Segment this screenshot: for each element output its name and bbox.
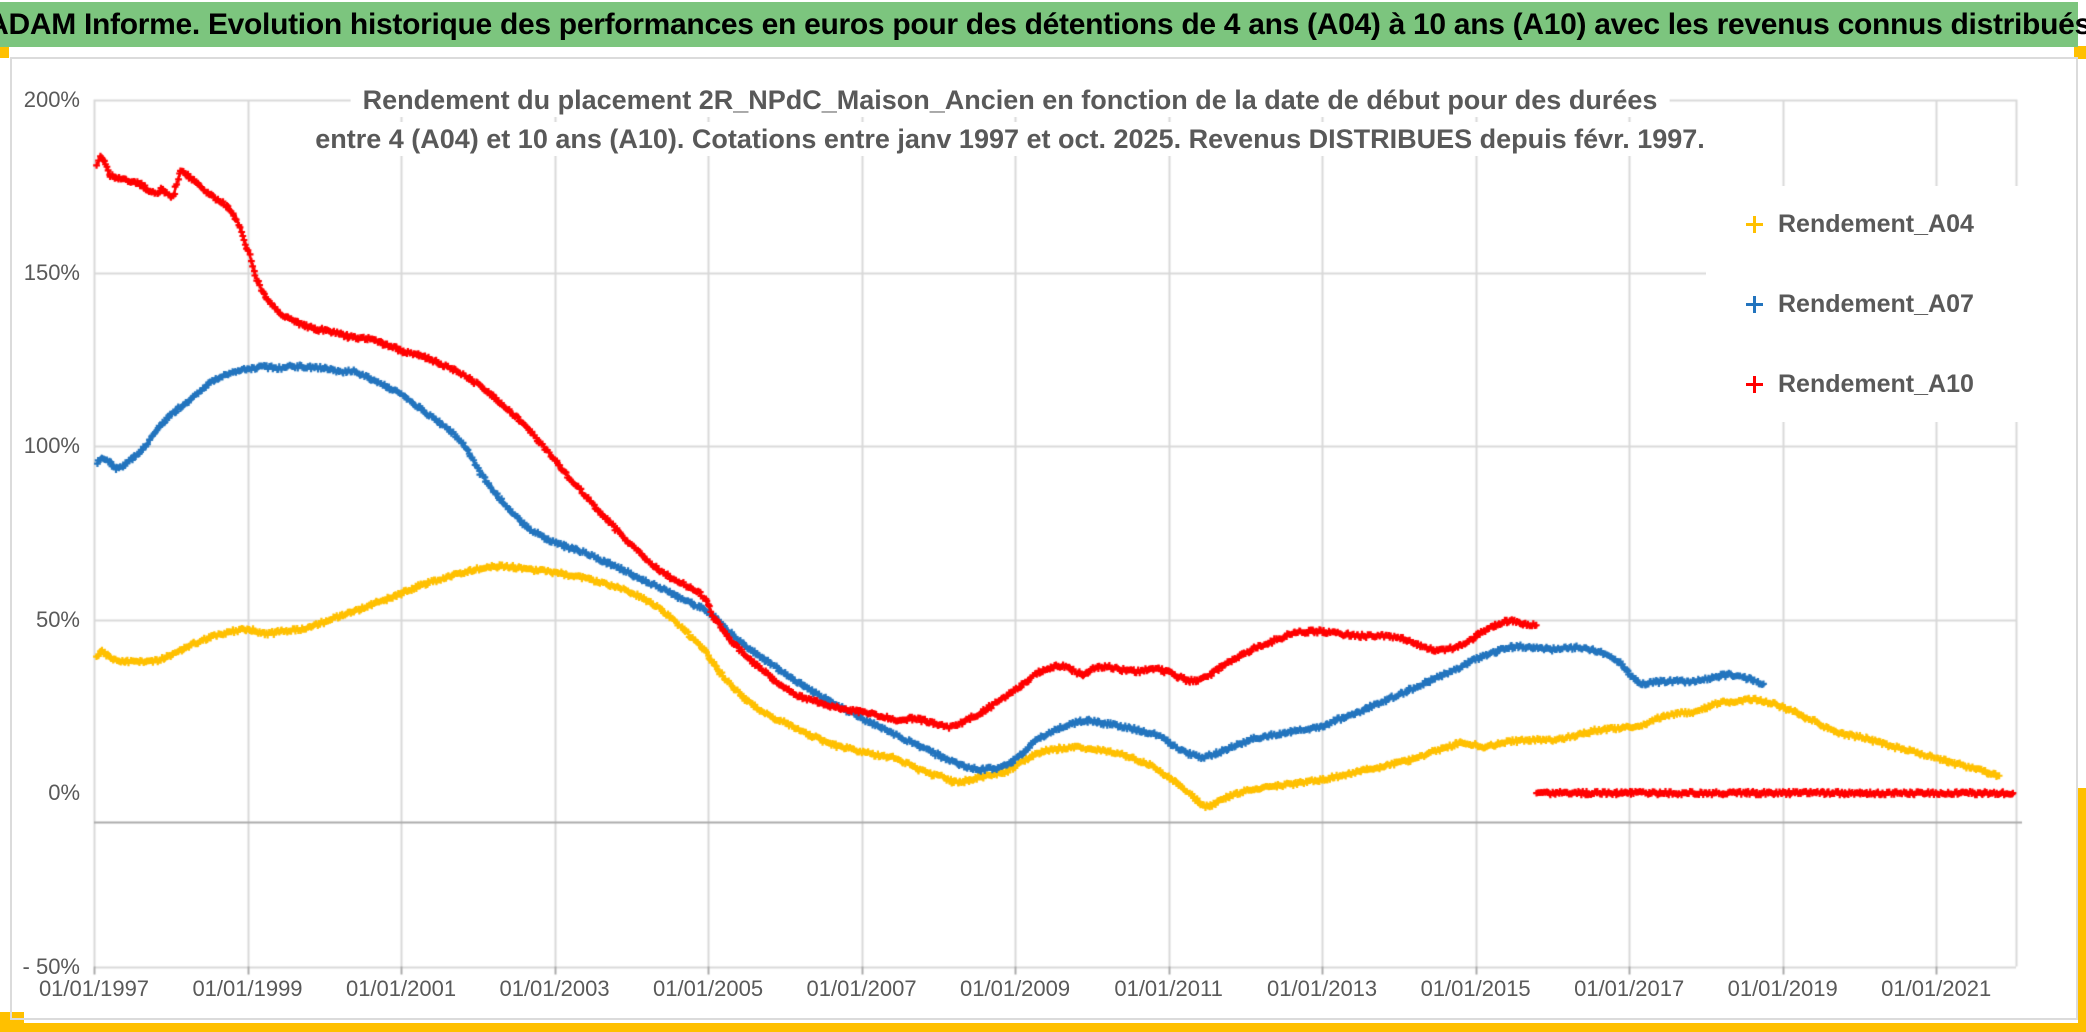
x-axis-tick-label: 01/01/2013 xyxy=(1267,976,1378,1001)
y-axis-tick-label: 100% xyxy=(23,433,80,459)
x-axis-tick-label: 01/01/2005 xyxy=(652,976,764,1001)
y-axis-tick-label: - 50% xyxy=(22,953,80,979)
plus-marker-icon xyxy=(1746,375,1763,393)
legend-item-rendement_a04[interactable]: Rendement_A04 xyxy=(1746,208,1974,240)
x-axis-tick-label: 01/01/2009 xyxy=(960,976,1071,1001)
y-axis-tick-label: 200% xyxy=(23,86,80,112)
chart-title-line1: Rendement du placement 2R_NPdC_Maison_An… xyxy=(350,83,1670,117)
y-axis-tick-label: 150% xyxy=(23,259,80,285)
x-axis-tick-label: 01/01/2001 xyxy=(345,976,457,1001)
chart-legend: Rendement_A04 Rendement_A07 Rendement_A10 xyxy=(1706,186,2070,422)
x-axis-tick-label: 01/01/2021 xyxy=(1881,976,1992,1001)
legend-item-label: Rendement_A07 xyxy=(1778,289,1974,318)
chart-title-line2: entre 4 (A04) et 10 ans (A10). Cotations… xyxy=(303,122,1717,156)
x-axis-tick-label: 01/01/2015 xyxy=(1420,976,1531,1001)
x-axis-tick-label: 01/01/2003 xyxy=(499,976,610,1001)
x-axis-tick-label: 01/01/2017 xyxy=(1574,976,1685,1001)
y-axis-tick-label: 50% xyxy=(35,606,80,632)
x-axis-tick-label: 01/01/1999 xyxy=(192,976,303,1001)
legend-item-rendement_a10[interactable]: Rendement_A10 xyxy=(1746,368,1974,400)
plus-marker-icon xyxy=(1746,295,1763,313)
x-axis-tick-label: 01/01/2019 xyxy=(1727,976,1838,1001)
y-axis-tick-label: 0% xyxy=(48,780,80,806)
legend-item-rendement_a07[interactable]: Rendement_A07 xyxy=(1746,288,1974,320)
x-axis-tick-label: 01/01/1997 xyxy=(38,976,150,1001)
x-axis-tick-label: 01/01/2007 xyxy=(806,976,917,1001)
plus-marker-icon xyxy=(1746,215,1763,233)
legend-item-label: Rendement_A04 xyxy=(1778,209,1974,238)
x-axis-tick-label: 01/01/2011 xyxy=(1114,976,1223,1001)
legend-item-label: Rendement_A10 xyxy=(1778,369,1974,398)
